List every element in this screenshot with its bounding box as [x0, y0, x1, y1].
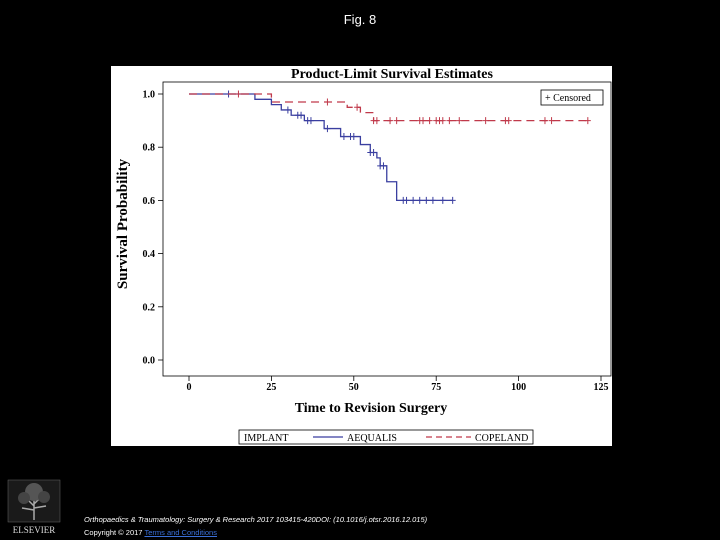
censor-mark-copeland [373, 117, 380, 125]
series-line-copeland [189, 93, 588, 122]
figure-title: Fig. 8 [343, 12, 377, 27]
series-layer [189, 90, 591, 204]
censor-mark-copeland [482, 117, 489, 125]
censor-mark-copeland [439, 117, 446, 125]
censor-mark-aequalis [403, 196, 410, 204]
censored-legend: + Censored [540, 89, 604, 106]
plot-area-frame [162, 81, 612, 377]
censor-mark-aequalis [340, 133, 347, 141]
legend-label-aequalis: AEQUALIS [347, 433, 397, 444]
x-tick-label: 75 [431, 382, 441, 393]
x-axis: 0 25 50 75 100 125 [187, 376, 609, 393]
copyright-line: Copyright © 2017 Terms and Conditions [84, 528, 217, 537]
x-tick-label: 0 [187, 382, 192, 393]
x-tick-label: 25 [266, 382, 276, 393]
y-tick-label: 0.6 [143, 196, 156, 207]
censor-mark-copeland [235, 90, 242, 98]
censor-mark-copeland [393, 117, 400, 125]
censor-mark-aequalis [350, 133, 357, 141]
censor-mark-aequalis [380, 162, 387, 170]
x-tick-label: 125 [594, 382, 609, 393]
elsevier-logo-text: ELSEVIER [13, 525, 56, 535]
censor-mark-copeland [387, 117, 394, 125]
censor-mark-aequalis [423, 196, 430, 204]
y-tick-label: 0.8 [143, 143, 156, 154]
censor-mark-aequalis [410, 196, 417, 204]
x-axis-label: Time to Revision Surgery [295, 401, 448, 416]
censor-mark-copeland [324, 98, 331, 106]
chart-title: Product-Limit Survival Estimates [291, 67, 494, 82]
censor-mark-copeland [456, 117, 463, 125]
y-tick-label: 1.0 [143, 90, 156, 101]
censor-mark-aequalis [449, 196, 456, 204]
y-axis-label: Survival Probability [115, 158, 131, 289]
censor-mark-copeland [505, 117, 512, 125]
censor-mark-aequalis [298, 111, 305, 119]
terms-and-conditions-link[interactable]: Terms and Conditions [144, 528, 217, 537]
series-line-aequalis [189, 93, 453, 202]
series-legend: IMPLANT AEQUALIS COPELAND [238, 429, 534, 445]
censor-mark-copeland [541, 117, 548, 125]
censor-mark-aequalis [429, 196, 436, 204]
x-tick-label: 100 [511, 382, 526, 393]
survival-chart: Product-Limit Survival Estimates Surviva… [115, 67, 612, 445]
y-tick-label: 0.2 [143, 302, 156, 313]
censored-legend-box [540, 89, 604, 106]
copyright-text: Copyright © 2017 [84, 528, 143, 537]
citation-caption: Orthopaedics & Traumatology: Surgery & R… [84, 515, 428, 524]
censor-mark-copeland [584, 117, 591, 125]
censor-mark-aequalis [284, 106, 291, 114]
elsevier-logo: ELSEVIER [7, 479, 61, 535]
censor-mark-copeland [420, 117, 427, 125]
censor-mark-aequalis [324, 125, 331, 133]
y-tick-label: 0.0 [143, 356, 156, 367]
y-tick-label: 0.4 [143, 249, 156, 260]
series-legend-box [238, 429, 534, 445]
legend-title: IMPLANT [244, 433, 288, 444]
censor-mark-aequalis [439, 196, 446, 204]
y-axis: 0.0 0.2 0.4 0.6 0.8 1.0 [143, 90, 163, 367]
censor-mark-copeland [446, 117, 453, 125]
censor-mark-aequalis [307, 117, 314, 125]
censor-mark-copeland [548, 117, 555, 125]
censor-mark-copeland [354, 103, 361, 111]
censor-mark-aequalis [416, 196, 423, 204]
censor-mark-aequalis [370, 149, 377, 157]
censored-legend-label: + Censored [545, 93, 591, 104]
x-tick-label: 50 [349, 382, 359, 393]
censor-mark-copeland [426, 117, 433, 125]
figure-panel: Product-Limit Survival Estimates Surviva… [111, 66, 612, 446]
legend-label-copeland: COPELAND [475, 433, 528, 444]
